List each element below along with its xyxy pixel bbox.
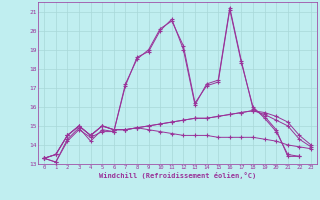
X-axis label: Windchill (Refroidissement éolien,°C): Windchill (Refroidissement éolien,°C) [99,172,256,179]
